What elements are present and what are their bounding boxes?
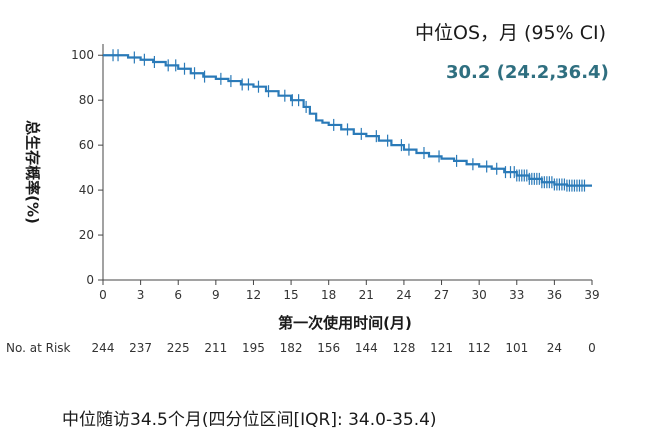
y-axis-label: 总生存概率(%) xyxy=(23,120,42,224)
x-tick-label: 15 xyxy=(283,288,298,302)
x-tick-label: 36 xyxy=(547,288,562,302)
x-tick-label: 30 xyxy=(472,288,487,302)
legend-title: 中位OS，月 (95% CI) xyxy=(415,22,607,44)
risk-count: 112 xyxy=(467,341,491,355)
x-tick-label: 3 xyxy=(137,288,145,302)
risk-count: 24 xyxy=(546,341,563,355)
y-tick-label: 40 xyxy=(79,183,94,197)
x-tick-label: 27 xyxy=(434,288,449,302)
y-tick-label: 100 xyxy=(71,48,94,62)
risk-count: 156 xyxy=(317,341,341,355)
x-tick-label: 39 xyxy=(584,288,599,302)
x-tick-label: 18 xyxy=(321,288,336,302)
risk-count: 195 xyxy=(242,341,265,355)
x-tick-label: 6 xyxy=(174,288,182,302)
risk-count: 101 xyxy=(505,341,529,355)
risk-count: 182 xyxy=(279,341,303,355)
x-tick-label: 21 xyxy=(359,288,374,302)
risk-table-label: No. at Risk xyxy=(6,341,71,355)
x-tick-label: 24 xyxy=(396,288,411,302)
x-tick-label: 9 xyxy=(212,288,220,302)
risk-count: 244 xyxy=(91,341,115,355)
survival-curve xyxy=(103,54,592,187)
risk-count: 144 xyxy=(354,341,378,355)
y-tick-label: 20 xyxy=(79,228,94,242)
risk-count: 128 xyxy=(392,341,416,355)
x-tick-label: 0 xyxy=(99,288,107,302)
risk-count: 121 xyxy=(430,341,453,355)
footnote: 中位随访34.5个月(四分位区间[IQR]: 34.0-35.4) xyxy=(62,410,437,430)
x-tick-label: 33 xyxy=(509,288,524,302)
y-tick-label: 60 xyxy=(79,138,94,152)
risk-count: 0 xyxy=(588,341,596,355)
median-os-value: 30.2 (24.2,36.4) xyxy=(446,62,609,83)
x-tick-label: 12 xyxy=(246,288,261,302)
x-axis-label: 第一次使用时间(月) xyxy=(278,314,412,332)
risk-count: 237 xyxy=(129,341,153,355)
y-tick-label: 80 xyxy=(79,93,94,107)
y-tick-label: 0 xyxy=(86,273,94,287)
risk-count: 225 xyxy=(166,341,190,355)
risk-count: 211 xyxy=(204,341,228,355)
